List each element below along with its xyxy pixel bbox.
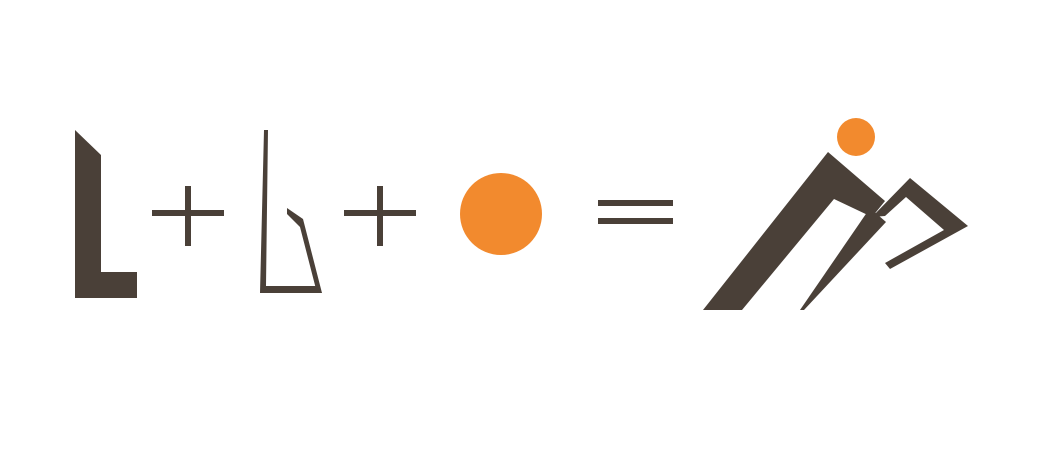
bold-l-shape-icon	[75, 130, 137, 298]
plus-icon	[152, 186, 224, 246]
plus-icon	[344, 186, 416, 246]
outline-l-wedge-icon	[260, 130, 322, 293]
mountain-climber-logo-icon	[703, 118, 968, 310]
equals-icon	[598, 200, 673, 224]
orange-circle-icon	[460, 173, 542, 255]
